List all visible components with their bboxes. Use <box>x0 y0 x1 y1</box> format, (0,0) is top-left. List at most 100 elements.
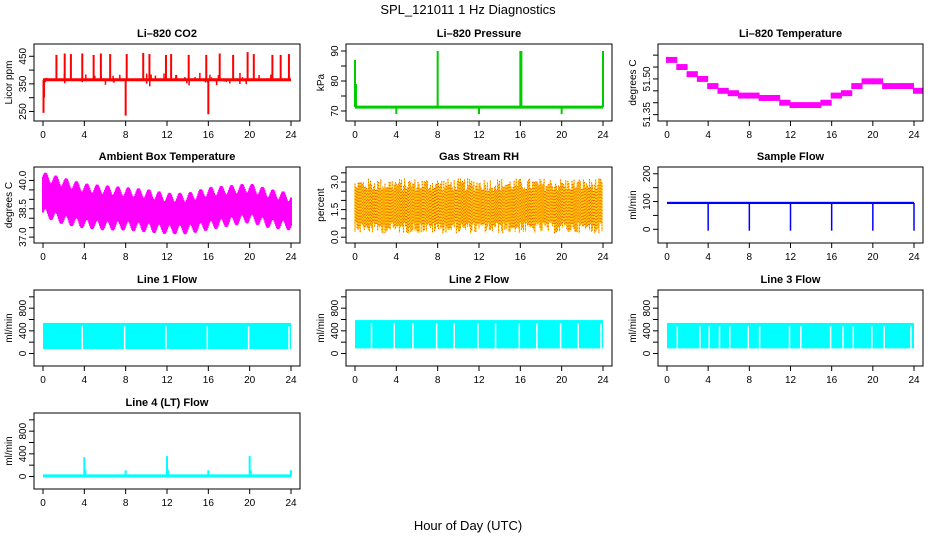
plot-frame <box>33 412 301 490</box>
data-step <box>676 64 688 71</box>
panel-title: Li–820 CO2 <box>137 28 197 40</box>
x-tick-label: 8 <box>123 130 129 141</box>
x-tick-label: 20 <box>244 498 256 509</box>
panel-li-820-pressure: Li–820 Pressure 0 4 8 12 16 20 24 70 80 90 kPa <box>316 28 613 141</box>
data-step <box>748 92 760 99</box>
x-tick-label: 20 <box>556 252 568 263</box>
x-tick-label: 4 <box>705 252 711 263</box>
x-tick-label: 16 <box>203 498 215 509</box>
x-tick-label: 24 <box>285 130 297 141</box>
x-tick-label: 20 <box>556 130 568 141</box>
series-band <box>667 322 914 349</box>
data-step <box>717 87 729 94</box>
panel-title: Sample Flow <box>757 151 825 163</box>
data-step <box>738 92 750 99</box>
y-axis-label: Licor ppm <box>4 61 15 105</box>
y-axis-label: ml/min <box>628 190 639 219</box>
x-tick-label: 12 <box>473 252 485 263</box>
y-tick-label: 37.0 <box>18 227 29 247</box>
x-tick-label: 20 <box>867 252 879 263</box>
y-axis-label: degrees C <box>628 59 639 105</box>
x-tick-label: 0 <box>352 375 358 386</box>
x-tick-label: 12 <box>785 375 797 386</box>
x-tick-label: 20 <box>867 130 879 141</box>
y-tick-label: 400 <box>642 322 653 339</box>
x-tick-label: 24 <box>285 375 297 386</box>
y-tick-label: 100 <box>642 193 653 210</box>
x-tick-label: 24 <box>597 375 609 386</box>
data-step <box>779 99 791 106</box>
y-tick-label: 0 <box>330 350 341 356</box>
data-step <box>696 75 709 82</box>
data-step <box>892 83 904 90</box>
x-tick-label: 0 <box>40 375 46 386</box>
data-step <box>768 94 781 101</box>
data-step <box>789 102 801 109</box>
data-step <box>686 71 698 78</box>
x-tick-label: 20 <box>244 252 256 263</box>
x-tick-label: 16 <box>203 252 215 263</box>
x-tick-label: 0 <box>352 252 358 263</box>
x-tick-label: 12 <box>785 130 797 141</box>
panel-title: Line 4 (LT) Flow <box>126 397 209 409</box>
data-step <box>758 94 770 101</box>
y-tick-label: 90 <box>330 45 341 57</box>
panel-title: Line 2 Flow <box>449 274 509 286</box>
x-tick-label: 16 <box>515 252 527 263</box>
x-tick-label: 0 <box>40 498 46 509</box>
x-tick-label: 12 <box>473 130 485 141</box>
x-tick-label: 24 <box>908 130 920 141</box>
panel-title: Li–820 Temperature <box>739 28 842 40</box>
y-tick-label: 51.35 <box>642 102 653 127</box>
x-tick-label: 12 <box>473 375 485 386</box>
plot-area <box>354 178 603 234</box>
x-tick-label: 8 <box>435 130 441 141</box>
y-tick-label: 400 <box>18 445 29 462</box>
x-tick-label: 4 <box>82 375 88 386</box>
x-tick-label: 16 <box>826 252 838 263</box>
x-tick-label: 0 <box>664 252 670 263</box>
x-tick-label: 0 <box>352 130 358 141</box>
series-band <box>355 320 603 349</box>
x-tick-label: 4 <box>82 130 88 141</box>
y-axis-label: percent <box>316 188 327 222</box>
data-step <box>913 87 923 94</box>
y-tick-label: 450 <box>18 48 29 65</box>
x-tick-label: 4 <box>82 252 88 263</box>
x-tick-label: 0 <box>40 130 46 141</box>
x-tick-label: 20 <box>244 375 256 386</box>
figure-title: SPL_121011 1 Hz Diagnostics <box>380 2 556 17</box>
y-axis-label: kPa <box>316 73 327 91</box>
y-tick-label: 40.0 <box>18 170 29 190</box>
x-tick-label: 4 <box>394 252 400 263</box>
data-step <box>882 83 894 90</box>
plot-area <box>43 456 292 478</box>
y-tick-label: 250 <box>18 103 29 120</box>
figure-xlabel: Hour of Day (UTC) <box>413 518 523 533</box>
plot-area <box>42 52 291 116</box>
x-tick-label: 4 <box>394 375 400 386</box>
x-tick-label: 12 <box>785 252 797 263</box>
panel-title: Gas Stream RH <box>439 151 519 163</box>
panel-title: Line 1 Flow <box>137 274 197 286</box>
panel-title: Li–820 Pressure <box>437 28 521 40</box>
plot-frame <box>33 43 301 122</box>
series-band <box>43 322 291 349</box>
plot-area <box>666 56 923 109</box>
x-tick-label: 16 <box>826 130 838 141</box>
y-axis-label: ml/min <box>4 313 15 342</box>
x-tick-label: 8 <box>435 375 441 386</box>
y-tick-label: 0 <box>642 226 653 232</box>
x-tick-label: 16 <box>515 130 527 141</box>
x-tick-label: 24 <box>908 252 920 263</box>
x-tick-label: 16 <box>515 375 527 386</box>
panel-ambient-box-temperature: Ambient Box Temperature 0 4 8 12 16 20 24 37.0 38… <box>4 151 301 263</box>
data-step <box>707 83 719 90</box>
data-step <box>851 83 863 90</box>
x-tick-label: 16 <box>203 130 215 141</box>
plot-area <box>42 172 292 235</box>
